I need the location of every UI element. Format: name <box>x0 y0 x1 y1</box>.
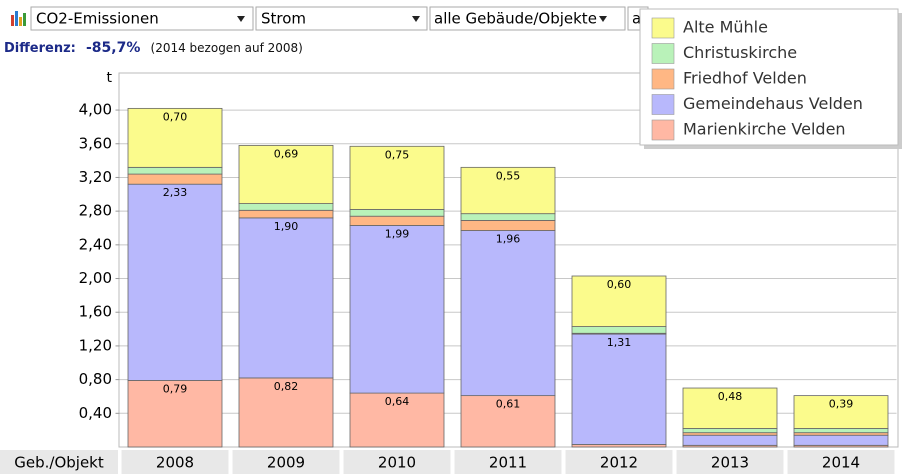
bar-segment <box>682 387 778 429</box>
legend-label: Alte Mühle <box>683 18 768 37</box>
x-tick-label: 2011 <box>489 454 527 472</box>
dropdown-text: a <box>632 10 641 28</box>
summary: Differenz: -85,7% (2014 bezogen auf 2008… <box>4 40 303 56</box>
x-tick-label: 2008 <box>156 454 194 472</box>
bar-segment <box>793 428 889 434</box>
bar-segment <box>460 220 556 231</box>
x-axis-label: Geb./Objekt <box>14 454 104 472</box>
bar-segment <box>460 230 556 397</box>
bar-segment <box>571 275 667 327</box>
bar-segment <box>127 380 223 448</box>
y-tick-label: 2,40 <box>79 235 112 253</box>
bar-segment <box>127 107 223 168</box>
header-cell <box>343 450 451 474</box>
header-cell <box>676 450 784 474</box>
summary-note: (2014 bezogen auf 2008) <box>151 41 303 55</box>
bar-segment <box>238 377 334 448</box>
bar-segment <box>460 395 556 448</box>
summary-value: -85,7% <box>86 40 140 56</box>
bar-segment <box>127 183 223 381</box>
dropdown-text: alle Gebäude/Objekte <box>434 10 597 28</box>
y-tick-label: 1,60 <box>79 303 112 321</box>
data-label: 0,48 <box>718 390 743 403</box>
data-label: 0,61 <box>496 398 521 411</box>
x-tick-label: 2012 <box>600 454 638 472</box>
y-tick-label: 0,80 <box>79 370 112 388</box>
legend-label: Christuskirche <box>683 43 797 62</box>
dropdown[interactable]: alle Gebäude/Objekte <box>429 6 626 31</box>
data-label: 1,99 <box>385 227 410 240</box>
bar-segment <box>793 434 889 446</box>
bar-segment <box>793 395 889 429</box>
header-cell <box>454 450 562 474</box>
x-tick-label: 2009 <box>267 454 305 472</box>
legend-label: Gemeindehaus Velden <box>683 94 863 113</box>
bar-segment <box>682 428 778 434</box>
data-label: 1,90 <box>274 220 299 233</box>
data-label: 1,96 <box>496 233 521 246</box>
legend-swatch <box>651 94 675 115</box>
bar-segment <box>238 217 334 379</box>
header-cell <box>232 450 340 474</box>
data-label: 0,55 <box>496 169 521 182</box>
bar-segment <box>460 166 556 215</box>
header-cell <box>121 450 229 474</box>
bar-segment <box>238 145 334 204</box>
y-tick-label: 3,60 <box>79 134 112 152</box>
header-cell <box>565 450 673 474</box>
header-cell <box>0 450 118 474</box>
data-label: 2,33 <box>163 186 188 199</box>
dropdown-text: Strom <box>261 10 306 28</box>
bar-segment <box>349 145 445 210</box>
bar-segment <box>571 333 667 445</box>
bar-segment <box>349 209 445 217</box>
bar-segment <box>682 434 778 446</box>
legend-label: Marienkirche Velden <box>683 120 846 139</box>
y-axis-label: t <box>107 70 113 86</box>
header-cell <box>787 450 895 474</box>
legend-box <box>639 8 899 146</box>
legend-swatch <box>651 119 675 141</box>
bar-segment <box>238 209 334 219</box>
bar-segment <box>571 326 667 334</box>
chart-icon <box>11 11 26 26</box>
data-label: 1,31 <box>607 336 632 349</box>
y-tick-label: 4,00 <box>79 101 112 119</box>
data-label: 0,75 <box>385 148 410 161</box>
y-tick-label: 1,20 <box>79 336 112 354</box>
bar-segment <box>460 213 556 221</box>
legend-swatch <box>651 17 675 39</box>
x-tick-label: 2013 <box>711 454 749 472</box>
legend-label: Friedhof Velden <box>683 69 807 88</box>
data-label: 0,82 <box>274 380 299 393</box>
y-tick-label: 3,20 <box>79 168 112 186</box>
x-tick-label: 2014 <box>822 454 860 472</box>
data-label: 0,69 <box>274 147 299 160</box>
data-label: 0,64 <box>385 395 410 408</box>
data-label: 0,39 <box>829 398 854 411</box>
x-tick-label: 2010 <box>378 454 416 472</box>
legend-swatch <box>651 68 675 90</box>
data-label: 0,79 <box>163 382 188 395</box>
dropdown[interactable]: CO2-Emissionen <box>30 6 254 31</box>
y-tick-label: 2,80 <box>79 202 112 220</box>
bar-segment <box>349 392 445 448</box>
dropdown-text: CO2-Emissionen <box>36 10 159 28</box>
bar-segment <box>349 215 445 226</box>
bar-segment <box>127 166 223 175</box>
bar-segment <box>238 203 334 211</box>
legend-swatch <box>651 43 675 64</box>
bar-segment <box>127 173 223 185</box>
y-tick-label: 2,00 <box>79 269 112 287</box>
data-label: 0,60 <box>607 278 632 291</box>
y-tick-label: 0,40 <box>79 404 112 422</box>
dropdown[interactable]: Strom <box>255 6 428 31</box>
summary-label: Differenz: <box>4 41 76 56</box>
data-label: 0,70 <box>163 110 188 123</box>
bar-segment <box>349 225 445 394</box>
